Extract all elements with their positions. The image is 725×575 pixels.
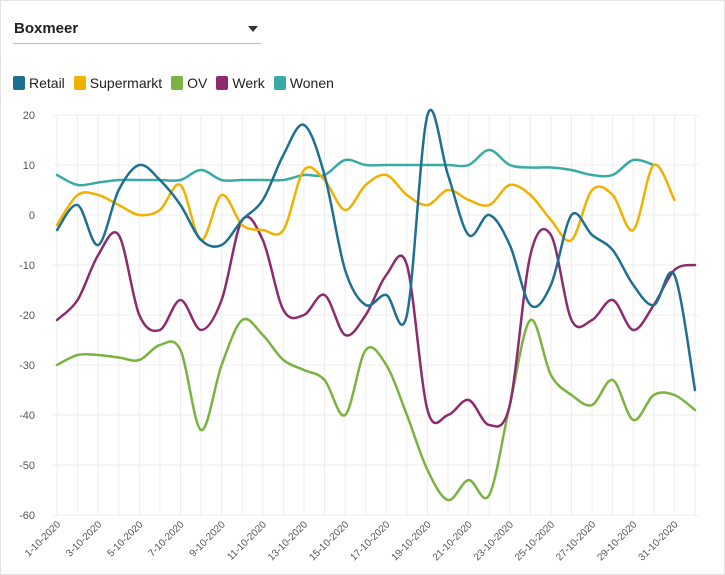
legend-item-wonen[interactable]: Wonen xyxy=(273,75,334,91)
legend-label-supermarkt: Supermarkt xyxy=(89,75,163,91)
location-dropdown[interactable]: Boxmeer xyxy=(13,12,261,44)
legend-label-wonen: Wonen xyxy=(289,75,334,91)
y-tick-label: -20 xyxy=(19,310,35,322)
y-tick-label: 10 xyxy=(23,160,35,172)
chart-legend: Retail Supermarkt OV Werk Wonen xyxy=(13,73,343,93)
x-tick-label: 23-10-2020 xyxy=(472,519,516,563)
x-tick-label: 15-10-2020 xyxy=(307,519,351,563)
x-tick-label: 3-10-2020 xyxy=(64,519,104,559)
x-tick-label: 9-10-2020 xyxy=(188,519,228,559)
legend-label-ov: OV xyxy=(187,75,208,91)
legend-item-retail[interactable]: Retail xyxy=(13,75,65,91)
x-tick-label: 11-10-2020 xyxy=(225,519,269,563)
y-tick-label: 20 xyxy=(23,110,35,122)
series-line-ov xyxy=(55,317,697,502)
legend-swatch-supermarkt xyxy=(73,76,86,90)
location-dropdown-value: Boxmeer xyxy=(14,20,79,37)
y-tick-label: 0 xyxy=(29,210,35,222)
y-tick-label: -10 xyxy=(19,260,35,272)
legend-label-retail: Retail xyxy=(29,75,65,91)
x-tick-label: 17-10-2020 xyxy=(348,519,392,563)
y-tick-label: -60 xyxy=(19,510,35,522)
x-tick-label: 5-10-2020 xyxy=(105,519,145,559)
x-tick-label: 21-10-2020 xyxy=(431,519,475,563)
chevron-down-icon[interactable] xyxy=(248,26,258,32)
x-tick-label: 25-10-2020 xyxy=(513,519,557,563)
series-line-werk xyxy=(55,215,697,428)
legend-item-supermarkt[interactable]: Supermarkt xyxy=(73,75,163,91)
legend-item-ov[interactable]: OV xyxy=(171,75,207,91)
legend-swatch-werk xyxy=(216,76,229,90)
series-line-retail xyxy=(55,108,697,392)
legend-swatch-wonen xyxy=(273,76,286,90)
legend-swatch-retail xyxy=(13,76,25,90)
y-tick-label: -50 xyxy=(19,460,35,472)
x-tick-label: 7-10-2020 xyxy=(147,519,187,559)
y-tick-label: -30 xyxy=(19,360,35,372)
y-tick-label: -40 xyxy=(19,410,35,422)
legend-item-werk[interactable]: Werk xyxy=(216,75,265,91)
legend-label-werk: Werk xyxy=(232,75,265,91)
x-tick-label: 31-10-2020 xyxy=(637,519,681,563)
series-line-supermarkt xyxy=(55,163,676,243)
x-tick-label: 13-10-2020 xyxy=(266,519,310,563)
x-tick-label: 29-10-2020 xyxy=(595,519,639,563)
x-tick-label: 1-10-2020 xyxy=(23,519,63,559)
x-tick-label: 27-10-2020 xyxy=(554,519,598,563)
legend-swatch-ov xyxy=(171,76,184,90)
x-tick-label: 19-10-2020 xyxy=(390,519,434,563)
